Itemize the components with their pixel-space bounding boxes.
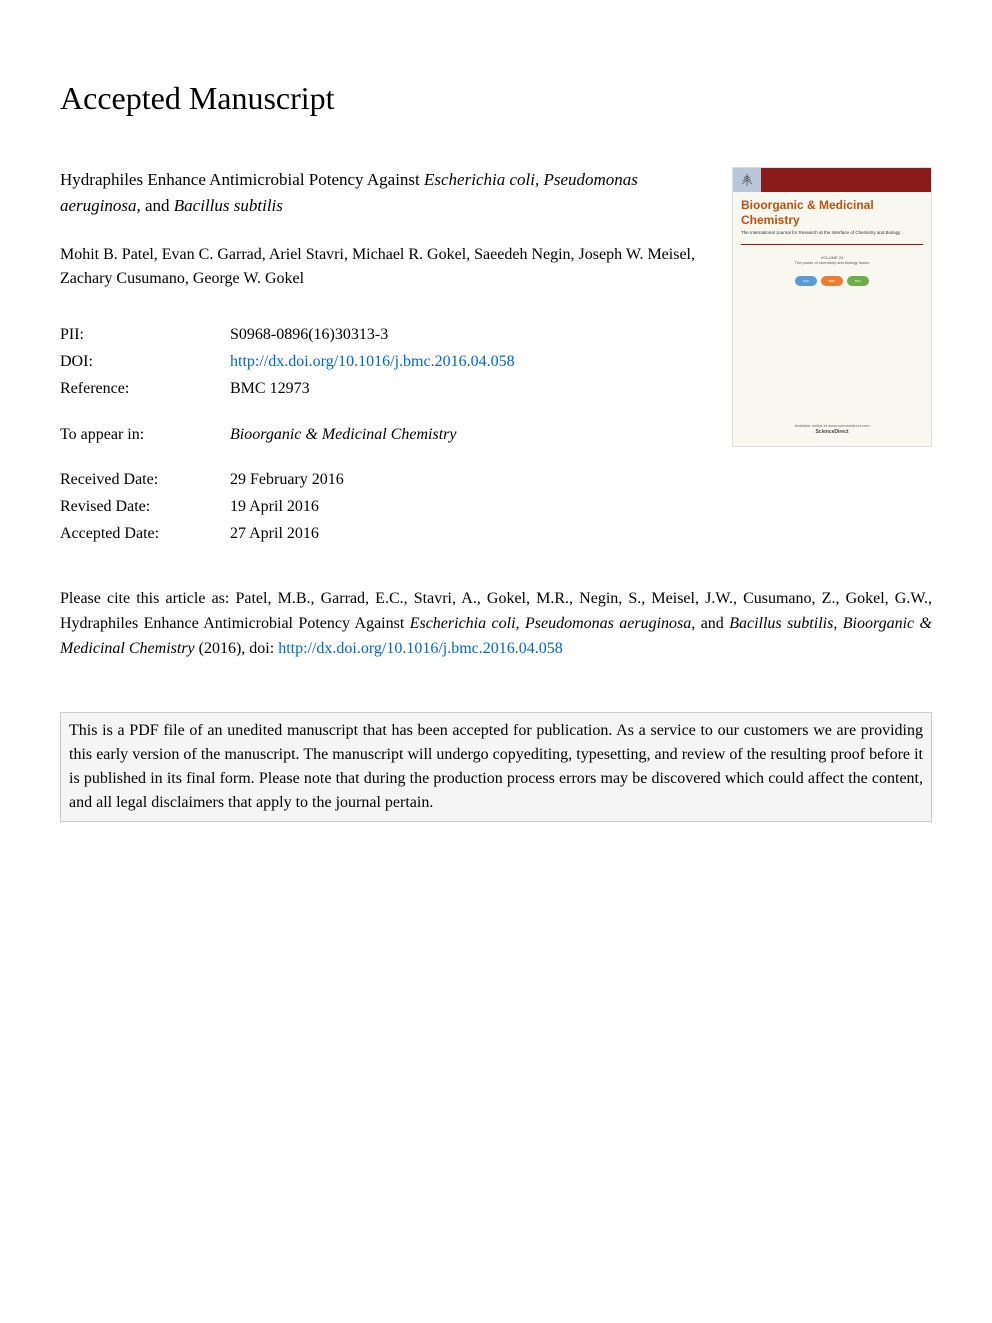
- article-title: Hydraphiles Enhance Antimicrobial Potenc…: [60, 167, 702, 218]
- citation-doi-link[interactable]: http://dx.doi.org/10.1016/j.bmc.2016.04.…: [278, 640, 563, 657]
- revised-value: 19 April 2016: [230, 493, 702, 520]
- right-column: Bioorganic & Medicinal Chemistry The Int…: [732, 167, 932, 587]
- received-value: 29 February 2016: [230, 466, 702, 493]
- citation-mid2: ,: [833, 615, 842, 632]
- appear-label: To appear in:: [60, 421, 230, 448]
- citation-mid3: (2016), doi:: [195, 640, 279, 657]
- appear-value: Bioorganic & Medicinal Chemistry: [230, 421, 702, 448]
- title-mid: and: [141, 196, 174, 215]
- cover-volume-info: VOLUME 24 The power of chemistry and bio…: [733, 249, 931, 272]
- cover-journal-subtitle: The International Journal for Research a…: [733, 230, 931, 240]
- left-column: Hydraphiles Enhance Antimicrobial Potenc…: [60, 167, 702, 587]
- accepted-label: Accepted Date:: [60, 520, 230, 547]
- reference-label: Reference:: [60, 375, 230, 402]
- cover-volume-tagline: The power of chemistry and biology fusio…: [739, 260, 925, 266]
- pii-label: PII:: [60, 321, 230, 348]
- elsevier-tree-icon: [740, 173, 754, 187]
- cover-footer: Available online at www.sciencedirect.co…: [733, 423, 931, 437]
- cover-journal-name: Bioorganic & Medicinal Chemistry: [733, 192, 931, 230]
- received-label: Received Date:: [60, 466, 230, 493]
- cover-badge-2: BMC: [821, 276, 843, 286]
- metadata-table: PII: S0968-0896(16)30313-3 DOI: http://d…: [60, 321, 702, 547]
- doi-link[interactable]: http://dx.doi.org/10.1016/j.bmc.2016.04.…: [230, 353, 515, 370]
- meta-row-revised: Revised Date: 19 April 2016: [60, 493, 702, 520]
- cover-badge-1: A2A: [795, 276, 817, 286]
- citation-block: Please cite this article as: Patel, M.B.…: [60, 587, 932, 661]
- content-area: Hydraphiles Enhance Antimicrobial Potenc…: [60, 167, 932, 587]
- disclaimer-box: This is a PDF file of an unedited manusc…: [60, 712, 932, 822]
- page-title: Accepted Manuscript: [60, 80, 932, 117]
- title-prefix: Hydraphiles Enhance Antimicrobial Potenc…: [60, 170, 424, 189]
- accepted-value: 27 April 2016: [230, 520, 702, 547]
- pii-value: S0968-0896(16)30313-3: [230, 321, 702, 348]
- revised-label: Revised Date:: [60, 493, 230, 520]
- cover-divider: [741, 244, 923, 245]
- cover-red-bar: [761, 168, 931, 192]
- authors-list: Mohit B. Patel, Evan C. Garrad, Ariel St…: [60, 243, 702, 291]
- meta-row-received: Received Date: 29 February 2016: [60, 466, 702, 493]
- citation-species-2: Bacillus subtilis: [729, 615, 833, 632]
- citation-species-1: Escherichia coli, Pseudomonas aeruginosa…: [410, 615, 696, 632]
- citation-mid1: and: [695, 615, 729, 632]
- cover-sciencedirect: ScienceDirect: [733, 429, 931, 437]
- title-species-2: Bacillus subtilis: [174, 196, 283, 215]
- cover-topbar: [733, 168, 931, 192]
- meta-row-accepted: Accepted Date: 27 April 2016: [60, 520, 702, 547]
- reference-value: BMC 12973: [230, 375, 702, 402]
- meta-row-appear: To appear in: Bioorganic & Medicinal Che…: [60, 421, 702, 448]
- meta-row-pii: PII: S0968-0896(16)30313-3: [60, 321, 702, 348]
- meta-row-doi: DOI: http://dx.doi.org/10.1016/j.bmc.201…: [60, 348, 702, 375]
- journal-cover-thumbnail: Bioorganic & Medicinal Chemistry The Int…: [732, 167, 932, 447]
- doi-label: DOI:: [60, 348, 230, 375]
- meta-row-reference: Reference: BMC 12973: [60, 375, 702, 402]
- cover-badges: A2A BMC MCL: [733, 272, 931, 290]
- cover-badge-3: MCL: [847, 276, 869, 286]
- cover-publisher-logo: [733, 168, 761, 192]
